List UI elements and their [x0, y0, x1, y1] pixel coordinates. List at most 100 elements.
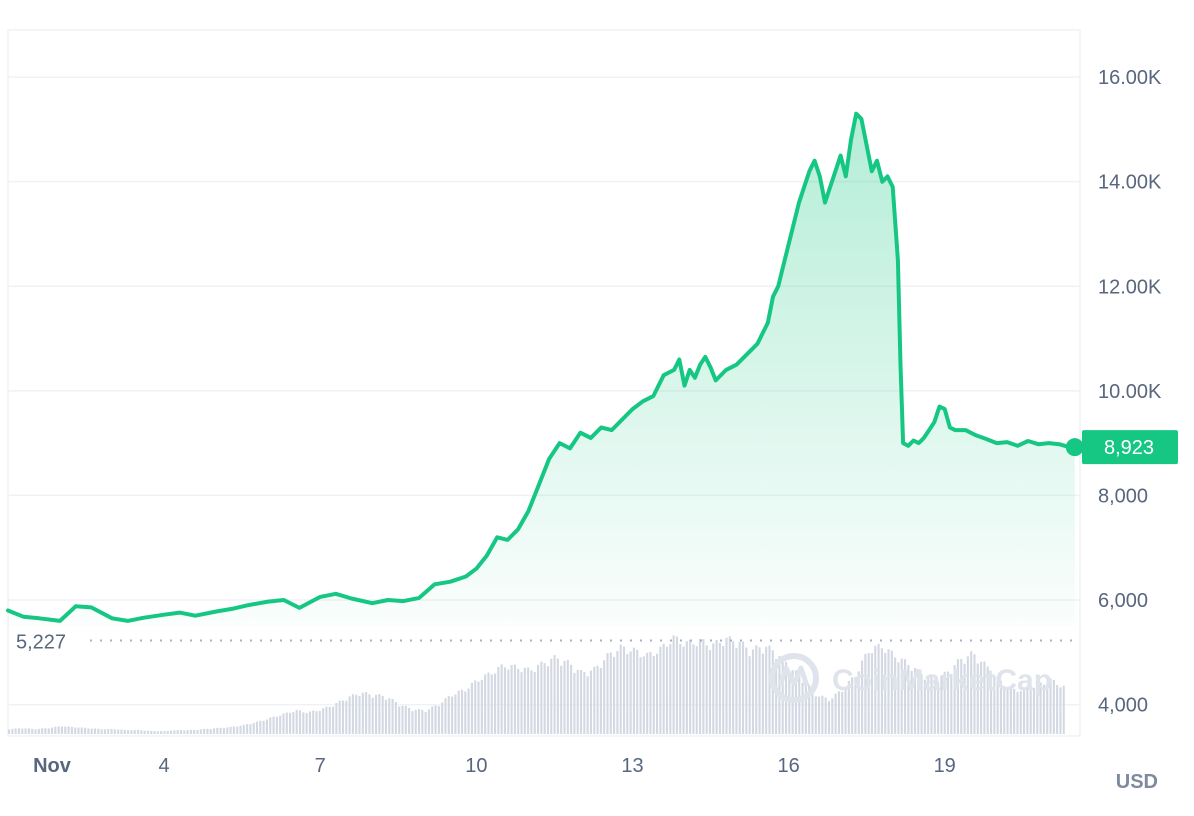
- volume-bar: [910, 670, 913, 734]
- volume-bar: [517, 668, 520, 734]
- coinmarketcap-logo-icon: [769, 653, 819, 703]
- volume-bar: [880, 648, 883, 734]
- watermark-text: CoinMarketCap: [832, 664, 1052, 697]
- y-tick-label: 12.00K: [1098, 276, 1162, 298]
- volume-bar: [143, 730, 146, 734]
- volume-bars: [8, 635, 1065, 734]
- volume-bar: [874, 645, 877, 734]
- volume-bar: [589, 670, 593, 734]
- volume-bar: [741, 641, 745, 734]
- volume-bar: [745, 647, 748, 734]
- volume-bar: [695, 646, 698, 734]
- volume-bar: [646, 652, 649, 734]
- volume-bar: [811, 689, 814, 734]
- volume-bar: [685, 641, 688, 734]
- current-price-badge: 8,923: [1082, 430, 1178, 465]
- grid-lines: [7, 29, 1081, 737]
- volume-bar: [639, 657, 642, 734]
- volume-bar: [292, 711, 295, 734]
- volume-bar: [60, 726, 64, 734]
- volume-bar: [308, 711, 311, 734]
- volume-bar: [606, 653, 609, 734]
- volume-bar: [239, 725, 242, 734]
- volume-bar: [1029, 689, 1032, 734]
- volume-bar: [527, 667, 530, 734]
- volume-bar: [818, 696, 821, 734]
- volume-bar: [765, 646, 768, 734]
- volume-bar: [384, 699, 388, 734]
- volume-bar: [500, 664, 503, 734]
- volume-bar: [834, 693, 837, 734]
- volume-bar: [408, 707, 411, 734]
- volume-bar: [656, 653, 659, 734]
- volume-bar: [679, 643, 682, 734]
- volume-bar: [831, 698, 834, 734]
- volume-bar: [156, 731, 159, 734]
- volume-bar: [14, 728, 17, 734]
- volume-bar: [236, 726, 239, 734]
- volume-bar: [923, 679, 926, 734]
- volume-bar: [854, 677, 857, 734]
- volume-bar: [272, 716, 275, 734]
- volume-bar: [332, 706, 335, 734]
- price-line: [6, 111, 1077, 623]
- volume-bar: [973, 654, 976, 734]
- volume-bar: [520, 672, 523, 734]
- volume-bar: [735, 648, 738, 734]
- volume-bar: [675, 636, 678, 734]
- volume-bar: [84, 727, 87, 734]
- volume-bar: [556, 658, 559, 734]
- volume-bar: [1042, 684, 1045, 734]
- volume-bar: [345, 700, 348, 734]
- volume-bar: [166, 730, 169, 734]
- volume-bar: [100, 729, 103, 734]
- volume-bar: [629, 651, 632, 734]
- volume-bar: [27, 728, 30, 734]
- volume-bar: [1003, 687, 1006, 734]
- volume-bar: [77, 727, 80, 734]
- volume-bar: [421, 709, 424, 734]
- volume-bar: [758, 647, 761, 734]
- volume-bar: [41, 728, 44, 734]
- volume-bar: [523, 667, 526, 734]
- volume-bar: [460, 689, 464, 734]
- volume-bar: [358, 696, 361, 734]
- volume-bar: [546, 666, 550, 734]
- volume-bar: [897, 662, 900, 734]
- volume-bar: [113, 729, 116, 734]
- volume-bar: [900, 658, 903, 734]
- volume-bar: [718, 642, 721, 734]
- volume-bar: [950, 674, 953, 734]
- volume-bar: [963, 663, 966, 734]
- x-tick-label: 19: [934, 755, 956, 777]
- volume-bar: [378, 694, 381, 734]
- volume-bar: [427, 709, 430, 734]
- volume-bar: [348, 696, 351, 734]
- volume-bar: [1013, 688, 1016, 734]
- volume-bar: [289, 712, 292, 734]
- plot-frame: [7, 29, 1081, 737]
- volume-bar: [424, 711, 427, 734]
- volume-bar: [993, 676, 996, 734]
- volume-bar: [117, 729, 120, 734]
- volume-bar: [44, 728, 47, 734]
- volume-bar: [451, 696, 454, 734]
- volume-bar: [97, 728, 100, 734]
- volume-bar: [672, 635, 675, 734]
- volume-bar: [275, 716, 278, 734]
- volume-bar: [732, 641, 735, 734]
- volume-bar: [586, 676, 589, 734]
- volume-bar: [401, 705, 404, 734]
- volume-bar: [1046, 683, 1049, 734]
- y-axis: 4,000 6,000 8,000 10.00K 12.00K 14.00K 16.00K: [1098, 67, 1162, 717]
- volume-bar: [537, 664, 540, 734]
- volume-bar: [903, 659, 907, 734]
- volume-bar: [632, 647, 635, 734]
- volume-bar: [953, 665, 956, 734]
- volume-bar: [649, 651, 652, 734]
- volume-bar: [163, 730, 166, 734]
- volume-bar: [841, 691, 844, 734]
- volume-bar: [57, 726, 60, 734]
- volume-bar: [50, 727, 54, 734]
